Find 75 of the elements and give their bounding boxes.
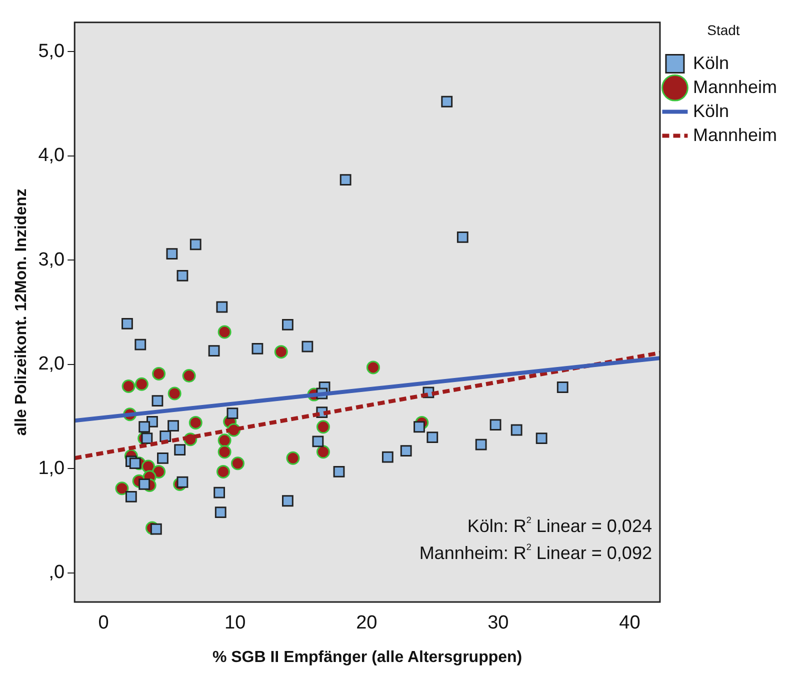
point: [122, 379, 136, 393]
point: [208, 345, 220, 356]
point: [282, 319, 294, 330]
y-tick-label: 2,0: [38, 354, 65, 375]
point: [226, 408, 238, 420]
point: [286, 451, 300, 465]
legend-title: Stadt: [707, 22, 740, 38]
point: [382, 451, 394, 463]
point: [166, 248, 178, 260]
point: [282, 495, 294, 507]
y-tick-label: ,0: [48, 562, 65, 584]
point: [174, 444, 186, 456]
point: [274, 345, 288, 359]
y-tick-label: 3,0: [38, 249, 65, 270]
legend-label: Köln: [692, 52, 729, 73]
x-tick-label: 10: [224, 612, 246, 634]
point: [138, 421, 150, 433]
point: [426, 432, 438, 443]
point: [218, 434, 232, 448]
point: [141, 432, 153, 444]
x-tick-label: 20: [356, 612, 378, 634]
point: [218, 325, 232, 339]
point: [214, 486, 226, 498]
point: [134, 377, 148, 391]
point: [230, 456, 244, 470]
point: [340, 174, 352, 186]
legend-label: Köln: [692, 100, 729, 121]
point: [129, 458, 141, 470]
point: [252, 342, 264, 354]
point: [216, 301, 228, 313]
point: [302, 340, 314, 352]
point: [475, 438, 487, 450]
point: [536, 432, 548, 444]
point: [366, 360, 380, 374]
x-axis-title: % SGB II Empfänger (alle Altersgruppen): [212, 648, 522, 666]
point: [316, 420, 330, 434]
point: [216, 464, 230, 478]
point: [182, 369, 196, 383]
point: [190, 238, 202, 250]
x-tick-label: 40: [619, 612, 640, 634]
legend-label: Mannheim: [692, 76, 778, 97]
point: [150, 523, 162, 535]
point: [176, 476, 188, 488]
point: [400, 445, 412, 457]
y-tick-label: 5,0: [38, 40, 65, 62]
point: [441, 96, 453, 108]
y-tick-label: 1,0: [38, 458, 65, 479]
point: [152, 366, 166, 380]
y-tick-label: 4,0: [38, 145, 65, 166]
legend-label: Mannheim: [692, 124, 778, 145]
point: [414, 421, 425, 433]
point: [218, 445, 232, 459]
point: [456, 231, 468, 243]
x-tick-label: 0: [98, 612, 109, 634]
point: [152, 395, 164, 407]
point: [214, 506, 226, 518]
x-tick-label: 30: [488, 612, 509, 634]
y-axis-title: alle Polizeikont. 12Mon. Inzidenz: [13, 188, 30, 436]
point: [115, 482, 129, 496]
point: [510, 424, 522, 436]
point: [176, 270, 188, 282]
point: [160, 430, 172, 442]
point: [168, 386, 182, 400]
point: [312, 436, 324, 448]
point: [556, 382, 568, 393]
point: [134, 338, 146, 350]
point: [490, 419, 502, 430]
point: [125, 491, 137, 502]
point: [168, 420, 179, 432]
point: [122, 318, 133, 330]
point: [138, 478, 150, 490]
point: [316, 445, 330, 459]
point: [333, 466, 345, 478]
point: [188, 416, 202, 430]
point: [157, 452, 168, 464]
